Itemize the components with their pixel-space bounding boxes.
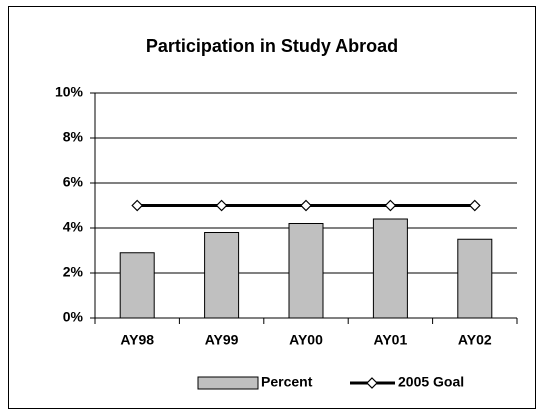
bar [372, 218, 408, 319]
line-marker [468, 199, 481, 212]
line-marker [366, 377, 378, 389]
y-tick-label: 10% [55, 84, 84, 100]
legend-swatch [197, 376, 259, 390]
x-tick-label: AY99 [205, 332, 239, 348]
bar [288, 223, 324, 319]
x-tick-label: AY02 [458, 332, 492, 348]
x-tick-label: AY01 [374, 332, 408, 348]
x-tick-label: AY00 [289, 332, 323, 348]
line-marker [215, 199, 228, 212]
legend-label: Percent [261, 374, 313, 390]
line-marker [300, 199, 312, 212]
y-tick-label: 6% [63, 174, 84, 190]
x-tick-label: AY98 [120, 332, 154, 348]
line-marker [131, 199, 144, 212]
line-marker [384, 199, 397, 212]
bar [204, 232, 240, 319]
legend-label: 2005 Goal [398, 374, 464, 390]
chart-frame [8, 6, 536, 409]
bar [119, 252, 155, 319]
y-tick-label: 8% [63, 129, 84, 145]
y-tick-label: 4% [63, 219, 84, 235]
y-tick-label: 0% [63, 309, 84, 325]
chart-title: Participation in Study Abroad [146, 36, 398, 56]
y-tick-label: 2% [63, 264, 84, 280]
bar [457, 238, 493, 319]
